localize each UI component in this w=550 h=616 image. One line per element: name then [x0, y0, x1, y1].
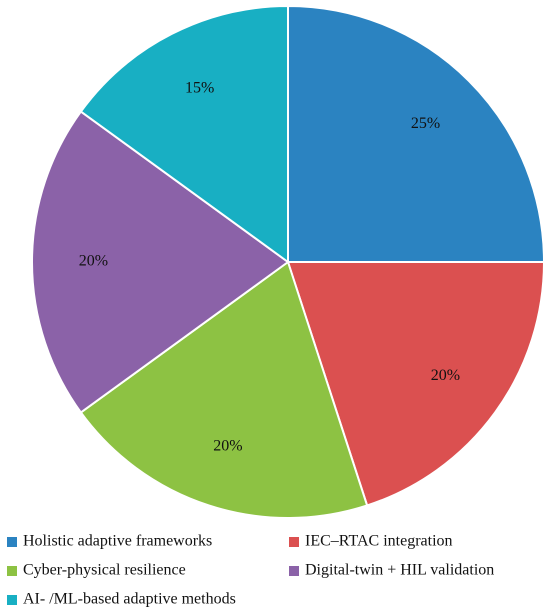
slice-label-3: 20% [213, 438, 242, 455]
legend-label-4: Digital-twin + HIL validation [305, 562, 494, 579]
pie-slice-labels: 25% 20% 20% 20% 15% [79, 79, 460, 454]
slice-label-4: 20% [79, 253, 108, 270]
slice-label-2: 20% [431, 367, 460, 384]
legend-swatch-5 [7, 595, 17, 605]
legend-item-5: AI- /ML-based adaptive methods [7, 591, 236, 608]
legend-swatch-4 [289, 566, 299, 576]
slice-label-5: 15% [185, 79, 214, 96]
pie-slices [31, 5, 545, 519]
legend-swatch-1 [7, 537, 17, 547]
pie-slice-1 [287, 5, 545, 263]
legend-label-2: IEC–RTAC integration [305, 533, 453, 550]
slice-label-1: 25% [411, 115, 440, 132]
legend-swatch-3 [7, 566, 17, 576]
legend-label-1: Holistic adaptive frameworks [23, 533, 212, 550]
legend: Holistic adaptive frameworks IEC–RTAC int… [7, 533, 494, 608]
pie-slice-2 [287, 261, 545, 507]
legend-item-3: Cyber-physical resilience [7, 562, 186, 579]
legend-label-5: AI- /ML-based adaptive methods [23, 591, 236, 608]
pie-slice-4 [31, 110, 289, 414]
legend-item-1: Holistic adaptive frameworks [7, 533, 212, 550]
legend-item-4: Digital-twin + HIL validation [289, 562, 494, 579]
legend-label-3: Cyber-physical resilience [23, 562, 186, 579]
legend-item-2: IEC–RTAC integration [289, 533, 453, 550]
pie-slice-3 [79, 261, 369, 519]
legend-swatch-2 [289, 537, 299, 547]
pie-slice-5 [79, 5, 289, 263]
